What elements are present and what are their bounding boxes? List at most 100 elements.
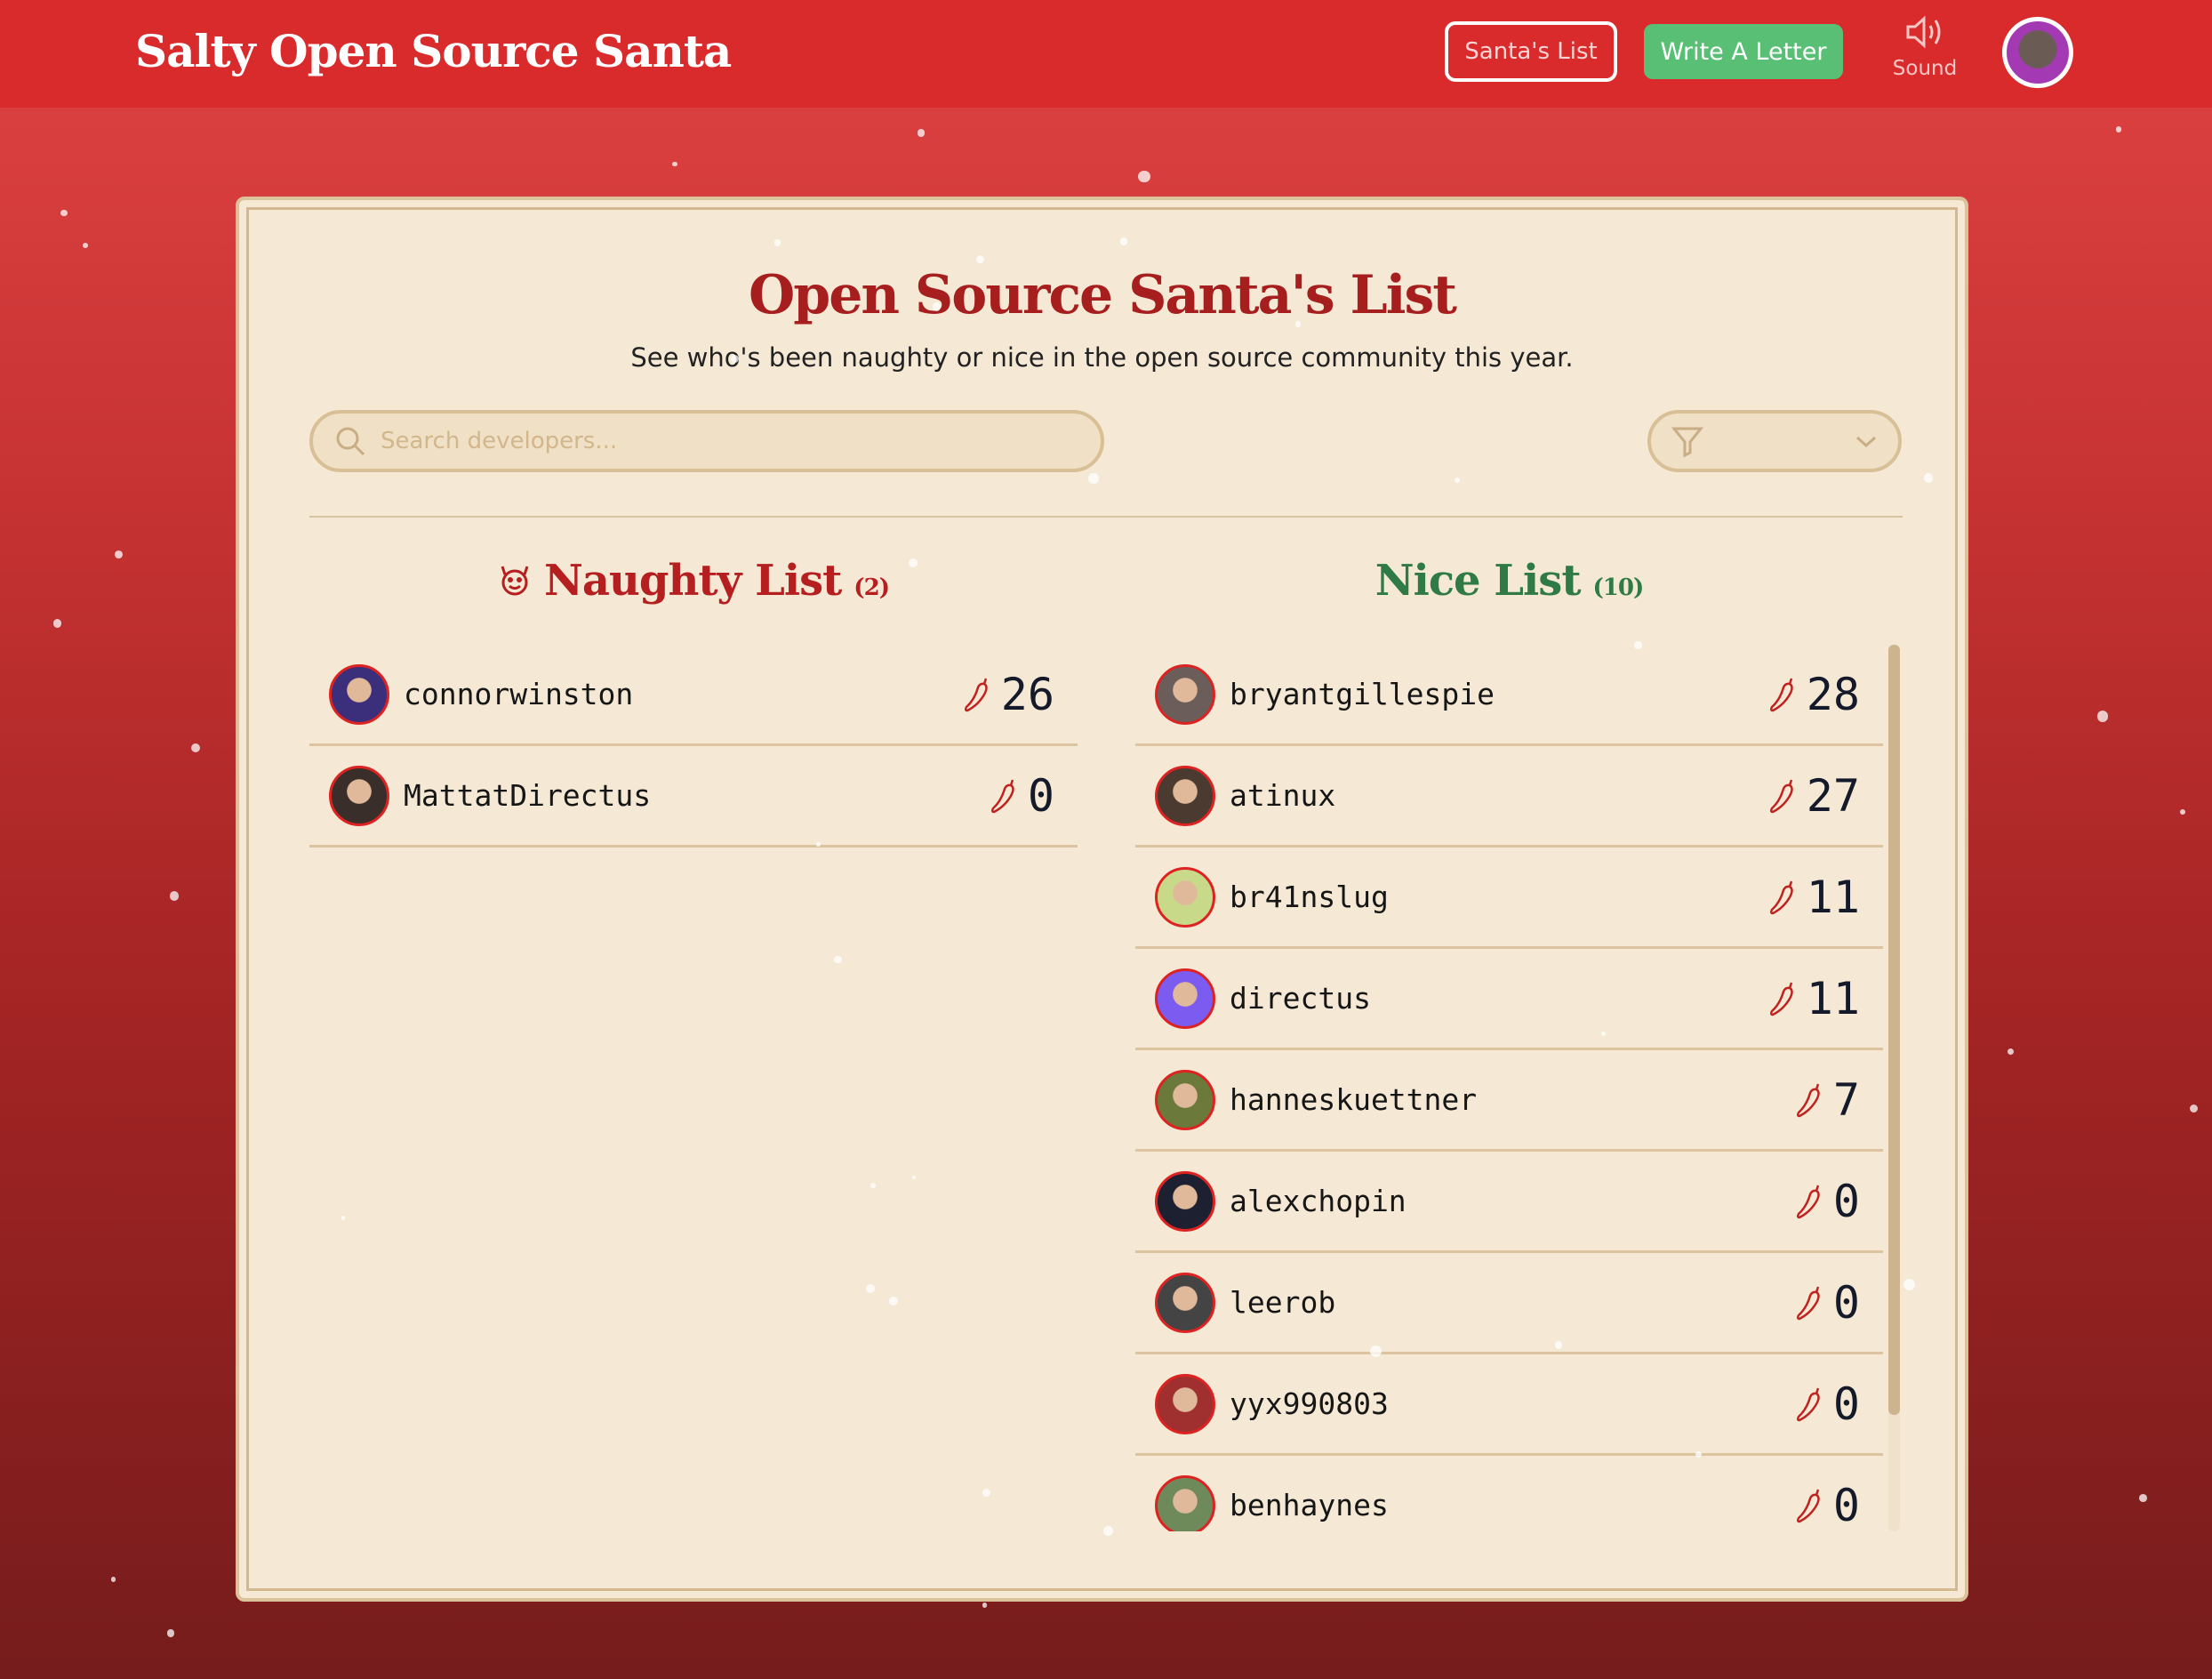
avatar: [1155, 765, 1215, 826]
santas-list-button[interactable]: Santa's List: [1445, 21, 1617, 82]
snowflake: [341, 1216, 346, 1220]
developer-name[interactable]: yyx990803: [1230, 1386, 1389, 1421]
list-item[interactable]: atinux 27: [1135, 746, 1883, 848]
chili-pepper-icon: [1796, 1387, 1820, 1421]
nice-list[interactable]: bryantgillespie 28 atinux 27 br41nslug 1…: [1135, 645, 1883, 1531]
naughty-list: connorwinston 26 MattatDirectus 0: [309, 645, 1078, 848]
salt-score: 7: [1794, 1074, 1860, 1126]
avatar: [1155, 1474, 1215, 1531]
list-item[interactable]: alexchopin 0: [1135, 1152, 1883, 1253]
snowflake: [1369, 1345, 1382, 1357]
snowflake: [1903, 1278, 1915, 1291]
list-item[interactable]: yyx990803 0: [1135, 1354, 1883, 1456]
salt-score: 26: [962, 669, 1054, 720]
naughty-title: Naughty List: [544, 556, 842, 606]
salt-score: 28: [1767, 669, 1860, 720]
snowflake: [1103, 1526, 1113, 1536]
nice-list-scrollbar[interactable]: [1888, 645, 1900, 1531]
snowflake: [1088, 473, 1099, 484]
salt-score: 27: [1767, 770, 1860, 822]
snowflake: [917, 128, 926, 137]
list-item[interactable]: br41nslug 11: [1135, 848, 1883, 949]
snowflake: [773, 239, 781, 246]
developer-name[interactable]: atinux: [1230, 778, 1336, 813]
avatar: [329, 765, 389, 826]
score-value: 0: [1832, 1276, 1860, 1329]
score-value: 0: [1027, 769, 1054, 822]
developer-name[interactable]: connorwinston: [404, 677, 634, 711]
snowflake: [932, 302, 942, 311]
snowflake: [169, 891, 180, 902]
score-value: 11: [1806, 871, 1860, 923]
developer-name[interactable]: benhaynes: [1230, 1488, 1389, 1522]
user-avatar[interactable]: [2002, 17, 2073, 88]
score-value: 11: [1806, 972, 1860, 1024]
developer-name[interactable]: directus: [1230, 981, 1371, 1016]
score-value: 0: [1832, 1175, 1860, 1227]
list-item[interactable]: connorwinston 26: [309, 645, 1078, 746]
speaker-icon: [1906, 15, 1941, 49]
scrollbar-thumb[interactable]: [1888, 645, 1900, 1415]
snowflake: [1137, 170, 1150, 183]
filter-icon: [1671, 427, 1704, 458]
developer-name[interactable]: alexchopin: [1230, 1184, 1407, 1218]
search-field[interactable]: [309, 410, 1104, 472]
top-bar: Salty Open Source Santa Santa's List Wri…: [0, 0, 2212, 108]
salt-score: 0: [989, 770, 1054, 822]
developer-name[interactable]: bryantgillespie: [1230, 677, 1495, 711]
score-value: 28: [1806, 668, 1860, 720]
snowflake: [2139, 1494, 2147, 1502]
chili-pepper-icon: [1796, 1286, 1820, 1320]
snowflake: [909, 558, 918, 567]
developer-name[interactable]: br41nslug: [1230, 880, 1389, 914]
score-value: 27: [1806, 769, 1860, 822]
page-subtitle: See who's been naughty or nice in the op…: [630, 342, 1574, 373]
list-item[interactable]: benhaynes 0: [1135, 1456, 1883, 1531]
avatar: [1155, 1170, 1215, 1232]
chili-pepper-icon: [1769, 779, 1793, 813]
score-value: 0: [1832, 1378, 1860, 1430]
list-item[interactable]: bryantgillespie 28: [1135, 645, 1883, 746]
score-value: 26: [1000, 668, 1054, 720]
search-input[interactable]: [381, 428, 1092, 454]
snowflake: [166, 1629, 175, 1637]
filter-select[interactable]: [1647, 410, 1902, 472]
chili-pepper-icon: [1796, 1489, 1820, 1522]
avatar: [1155, 1373, 1215, 1434]
snowflake: [110, 1577, 116, 1583]
app-title[interactable]: Salty Open Source Santa: [135, 25, 732, 77]
avatar: [1155, 866, 1215, 928]
snowflake: [870, 1183, 877, 1189]
nice-count: (10): [1592, 574, 1644, 601]
developer-name[interactable]: MattatDirectus: [404, 778, 652, 813]
nice-list-heading: Nice List (10): [1135, 556, 1883, 606]
snowflake: [816, 842, 821, 847]
write-letter-button[interactable]: Write A Letter: [1644, 24, 1843, 79]
snowflake: [1119, 237, 1128, 245]
divider: [309, 516, 1903, 518]
snowflake: [982, 1603, 988, 1608]
sound-toggle[interactable]: Sound: [1880, 14, 1969, 80]
developer-name[interactable]: leerob: [1230, 1285, 1336, 1320]
santas-list-card: Open Source Santa's List See who's been …: [236, 197, 1968, 1602]
snowflake: [1601, 1031, 1607, 1036]
list-item[interactable]: hanneskuettner 7: [1135, 1050, 1883, 1152]
avatar: [1155, 1069, 1215, 1130]
developer-name[interactable]: hanneskuettner: [1230, 1082, 1478, 1117]
snowflake: [1695, 1451, 1703, 1458]
chili-pepper-icon: [1769, 982, 1793, 1016]
salt-score: 11: [1767, 973, 1860, 1024]
chili-pepper-icon: [1796, 1185, 1820, 1218]
snowflake: [190, 743, 201, 753]
list-item[interactable]: directus 11: [1135, 949, 1883, 1050]
chili-pepper-icon: [1796, 1083, 1820, 1117]
snowflake: [83, 243, 88, 248]
list-item[interactable]: leerob 0: [1135, 1253, 1883, 1354]
avatar: [1155, 1272, 1215, 1333]
snowflake: [1455, 478, 1460, 484]
snowflake: [911, 1175, 917, 1180]
snowflake: [1634, 641, 1642, 649]
list-item[interactable]: MattatDirectus 0: [309, 746, 1078, 848]
snowflake: [2180, 808, 2185, 815]
salt-score: 11: [1767, 872, 1860, 923]
